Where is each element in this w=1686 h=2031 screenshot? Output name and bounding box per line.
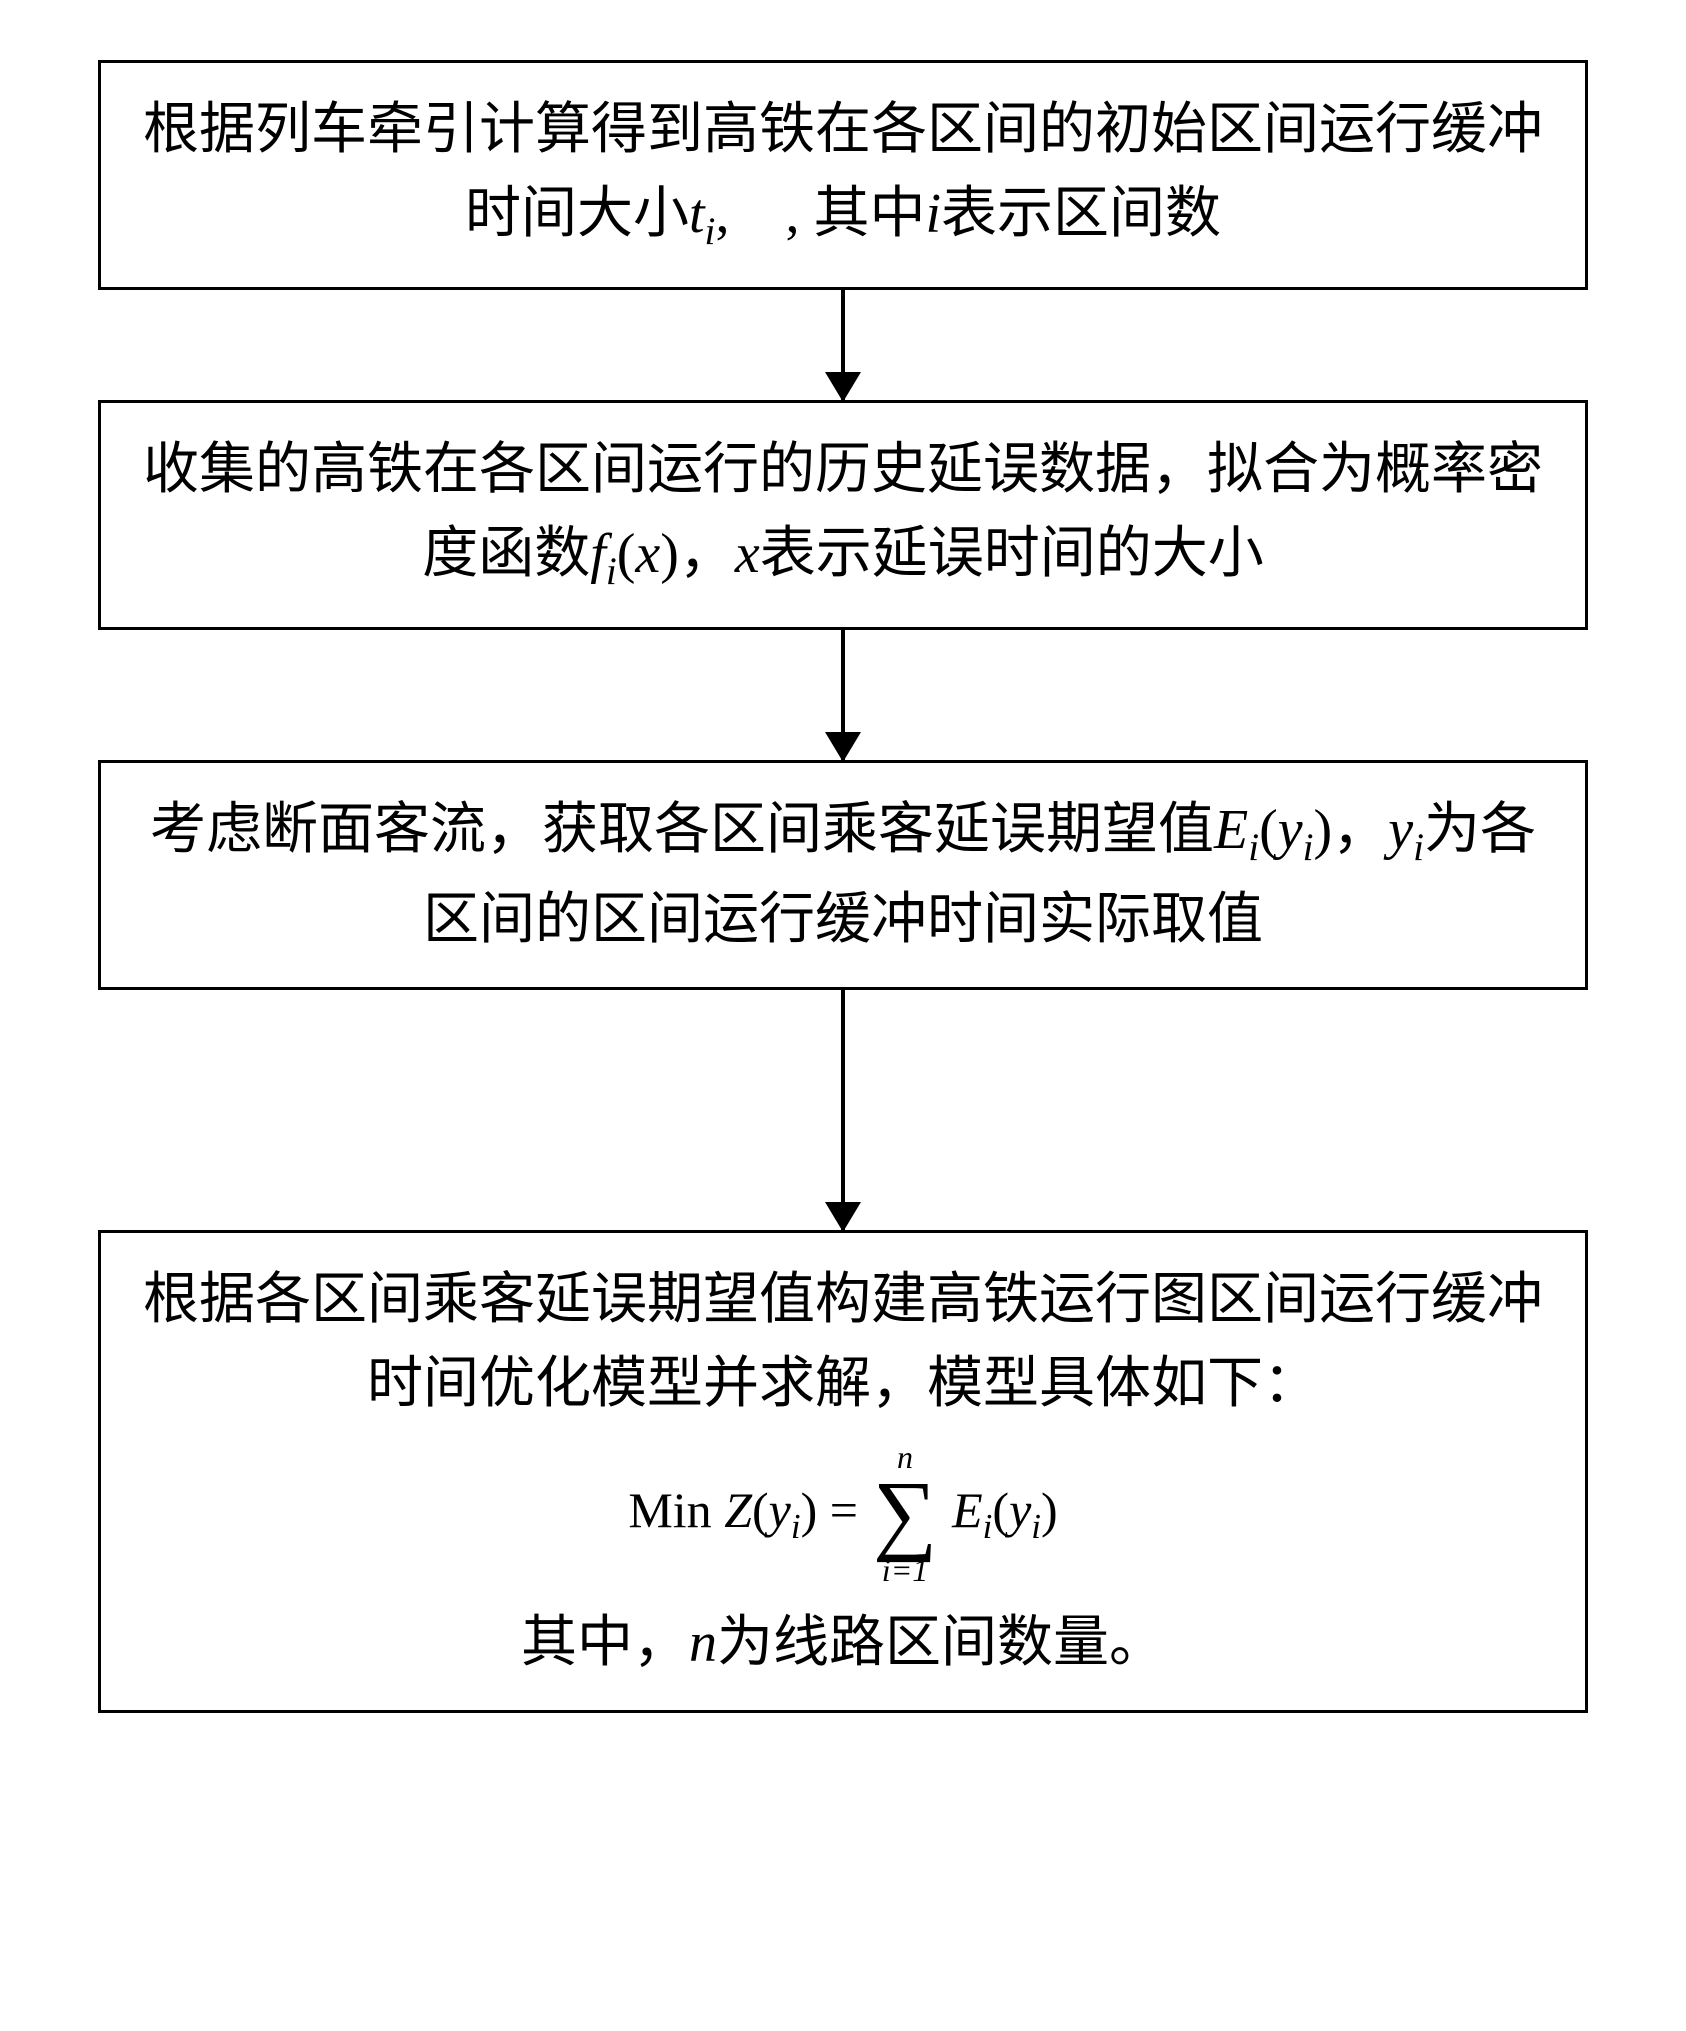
flowchart-node-1: 根据列车牵引计算得到高铁在各区间的初始区间运行缓冲时间大小ti, , 其中i表示… bbox=[98, 60, 1588, 290]
formula-summation: n ∑ i=1 bbox=[873, 1441, 937, 1586]
formula-p4: ) bbox=[1041, 1482, 1058, 1538]
node1-text-mid: , , 其中 bbox=[715, 183, 925, 245]
formula-z: Z bbox=[724, 1482, 752, 1538]
node2-sub1: i bbox=[606, 550, 617, 593]
sum-lower: i=1 bbox=[882, 1554, 928, 1586]
node2-text-post: 表示延误时间的大小 bbox=[760, 523, 1264, 585]
node3-sub2: i bbox=[1303, 826, 1314, 869]
node4-l2-post: 为线路区间数量。 bbox=[717, 1612, 1165, 1674]
formula-min: Min bbox=[628, 1482, 724, 1538]
formula-p3: ( bbox=[992, 1482, 1009, 1538]
node3-text-pre: 考虑断面客流，获取各区间乘客延误期望值 bbox=[150, 799, 1214, 861]
node2-paren-open: ( bbox=[617, 523, 636, 585]
node2-var1: f bbox=[590, 523, 606, 585]
formula-p1: ( bbox=[752, 1482, 769, 1538]
node2-var3: x bbox=[735, 523, 760, 585]
node4-l2-pre: 其中， bbox=[521, 1612, 689, 1674]
arrow-3 bbox=[841, 990, 845, 1230]
formula-e: E bbox=[952, 1482, 983, 1538]
node3-sub1: i bbox=[1248, 826, 1259, 869]
formula-se: i bbox=[983, 1507, 993, 1546]
node1-text-post: 表示区间数 bbox=[941, 183, 1221, 245]
node3-var1: E bbox=[1214, 799, 1248, 861]
flowchart-node-2: 收集的高铁在各区间运行的历史延误数据，拟合为概率密度函数fi(x)，x表示延误时… bbox=[98, 400, 1588, 630]
node4-text-line2: 其中，n为线路区间数量。 bbox=[136, 1601, 1550, 1685]
arrow-2 bbox=[841, 630, 845, 760]
node2-var2: x bbox=[635, 523, 660, 585]
formula-sy1: i bbox=[791, 1507, 801, 1546]
arrow-1 bbox=[841, 290, 845, 400]
sigma-symbol: ∑ bbox=[873, 1473, 937, 1554]
node3-var3: y bbox=[1388, 799, 1413, 861]
formula-p2: ) = bbox=[801, 1482, 858, 1538]
formula-y2: y bbox=[1009, 1482, 1031, 1538]
node1-var1: t bbox=[689, 183, 705, 245]
node2-paren-close: )， bbox=[660, 523, 735, 585]
node3-sub3: i bbox=[1413, 826, 1424, 869]
flowchart-node-4: 根据各区间乘客延误期望值构建高铁运行图区间运行缓冲时间优化模型并求解，模型具体如… bbox=[98, 1230, 1588, 1713]
node3-pc1: )， bbox=[1314, 799, 1389, 861]
node4-l2-var: n bbox=[689, 1612, 717, 1674]
node3-var2: y bbox=[1278, 799, 1303, 861]
node4-formula: Min Z(yi) = n ∑ i=1 Ei(yi) bbox=[136, 1441, 1550, 1586]
flowchart-node-3: 考虑断面客流，获取各区间乘客延误期望值Ei(yi)，yi为各区间的区间运行缓冲时… bbox=[98, 760, 1588, 990]
node1-sub1: i bbox=[705, 210, 716, 253]
node3-po1: ( bbox=[1259, 799, 1278, 861]
formula-y1: y bbox=[769, 1482, 791, 1538]
node4-text-line1: 根据各区间乘客延误期望值构建高铁运行图区间运行缓冲时间优化模型并求解，模型具体如… bbox=[136, 1258, 1550, 1426]
formula-sy2: i bbox=[1031, 1507, 1041, 1546]
node1-var2: i bbox=[925, 183, 941, 245]
